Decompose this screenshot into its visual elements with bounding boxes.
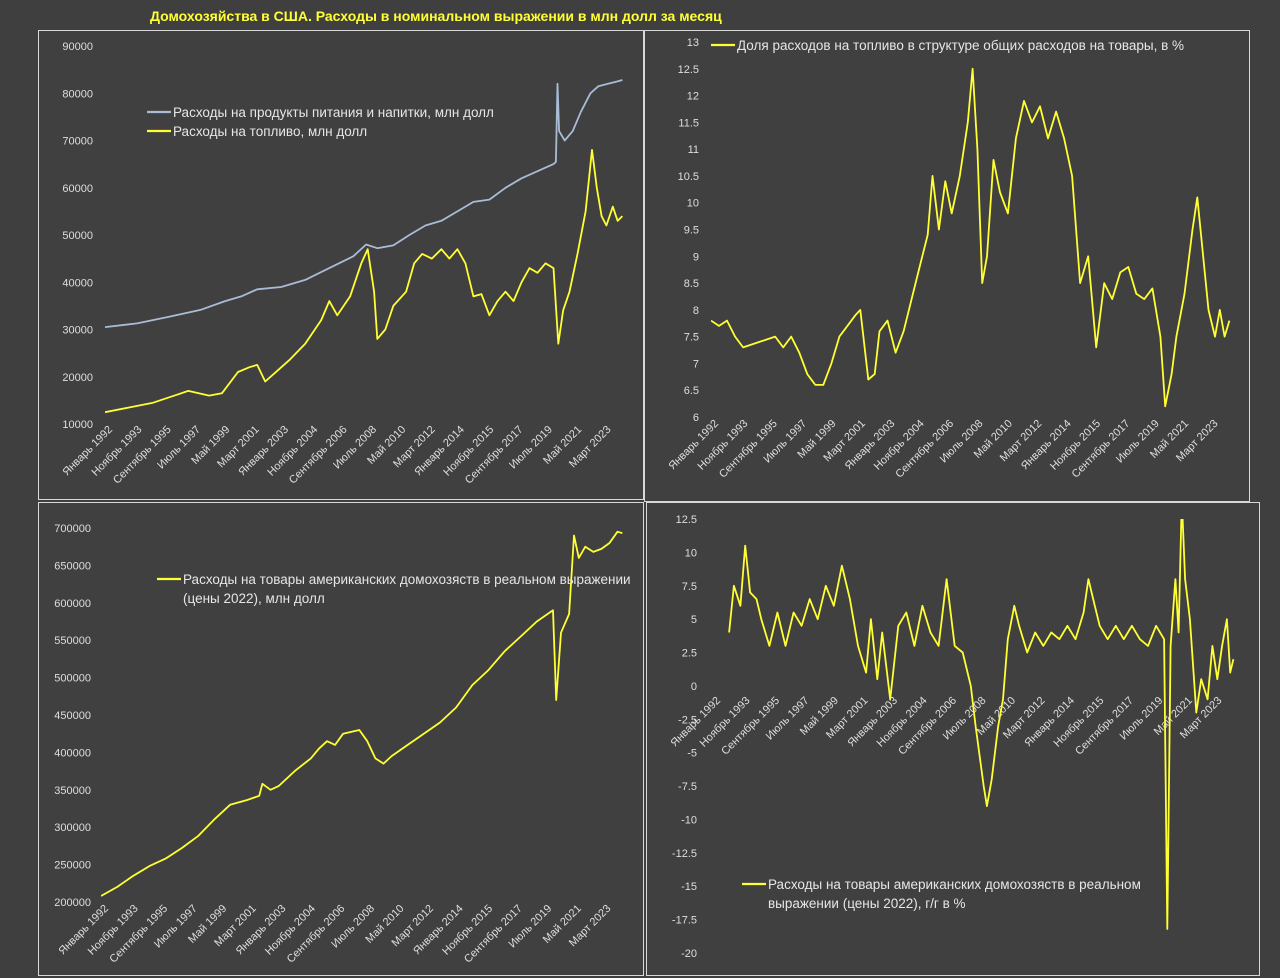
x-tick-label: Январь 1992 [57,903,112,958]
x-tick-label: Январь 1992 [667,418,722,473]
legend-label: Расходы на товары американских домохозяс… [768,877,1141,911]
y-tick-label: 9.5 [684,225,699,237]
y-tick-label: -5 [687,748,697,760]
y-tick-label: 450000 [54,710,91,722]
y-tick-label: 0 [691,681,697,693]
y-tick-label: -10 [681,814,697,826]
y-tick-label: 10000 [62,419,93,431]
legend-label: Расходы на продукты питания и напитки, м… [173,105,494,120]
y-tick-label: 12 [687,91,699,103]
series-line [101,530,623,897]
series-line [711,67,1231,408]
series-line [105,79,623,328]
y-tick-label: 13 [687,37,699,49]
y-tick-label: 7.5 [682,581,697,593]
x-tick-label: Январь 1992 [61,424,116,479]
y-tick-label: 7.5 [684,332,699,344]
chart-svg: 200000 250000 300000 350000 400000 450000 5000… [54,523,631,965]
y-tick-label: 10 [687,198,699,210]
chart-svg: 6 6.5 7 7.5 8 8.5 9 9.5 10 10.5 11 11.5 12 12.5 13 Янва… [667,37,1231,480]
y-tick-label: -12.5 [672,848,697,860]
y-tick-label: -2.5 [678,714,697,726]
y-tick-label: 40000 [62,277,93,289]
legend-label: Расходы на товары американских домохозяс… [183,572,631,606]
y-tick-label: 5 [691,614,697,626]
y-tick-label: 300000 [54,822,91,834]
page-title: Домохозяйства в США. Расходы в номинальн… [150,8,722,24]
y-tick-label: 650000 [54,560,91,572]
y-tick-label: -17.5 [672,915,697,927]
y-tick-label: 80000 [62,88,93,100]
chart-svg: 10000 20000 30000 40000 50000 60000 70000 80000… [61,41,624,486]
legend-label: Доля расходов на топливо в структуре общ… [737,38,1184,53]
y-tick-label: 500000 [54,673,91,685]
x-tick-label: Январь 1992 [669,695,724,750]
y-tick-label: 8.5 [684,278,699,290]
y-tick-label: 50000 [62,230,93,242]
y-tick-label: 10.5 [678,171,699,183]
y-tick-label: -20 [681,948,697,960]
series-line [105,149,624,414]
chart-panel-real-yoy: -20 -17.5 -15 -12.5 -10 -7.5 -5 -2.5 0 2.5 5 7.5 10 1… [646,502,1260,976]
y-tick-label: 600000 [54,598,91,610]
chart-panel-food-fuel: 10000 20000 30000 40000 50000 60000 70000 80000… [38,30,644,500]
y-tick-label: 550000 [54,635,91,647]
y-tick-label: 8 [693,305,699,317]
y-tick-label: 250000 [54,860,91,872]
y-tick-label: 2.5 [682,648,697,660]
y-tick-label: 200000 [54,897,91,909]
y-tick-label: 7 [693,358,699,370]
y-tick-label: 12.5 [676,514,697,526]
y-tick-label: 90000 [62,41,93,53]
y-tick-label: 11.5 [678,117,699,129]
y-tick-label: 20000 [62,372,93,384]
y-tick-label: -7.5 [678,781,697,793]
y-tick-label: 70000 [62,136,93,148]
y-tick-label: 12.5 [678,64,699,76]
y-tick-label: 9 [693,251,699,263]
y-tick-label: 10 [685,547,697,559]
y-tick-label: 700000 [54,523,91,535]
y-tick-label: 11 [688,144,699,156]
y-tick-label: 6 [693,412,699,424]
y-tick-label: 400000 [54,747,91,759]
y-tick-label: 6.5 [684,385,699,397]
chart-svg: -20 -17.5 -15 -12.5 -10 -7.5 -5 -2.5 0 2.5 5 7.5 10 1… [669,514,1235,960]
y-tick-label: -15 [681,881,697,893]
series-line [728,519,1235,930]
chart-panel-real-spending: 200000 250000 300000 350000 400000 450000 5000… [38,502,644,976]
legend-label: Расходы на топливо, млн долл [173,124,367,139]
y-tick-label: 60000 [62,183,93,195]
y-tick-label: 350000 [54,785,91,797]
chart-panel-fuel-share: 6 6.5 7 7.5 8 8.5 9 9.5 10 10.5 11 11.5 12 12.5 13 Янва… [644,30,1250,502]
y-tick-label: 30000 [62,325,93,337]
